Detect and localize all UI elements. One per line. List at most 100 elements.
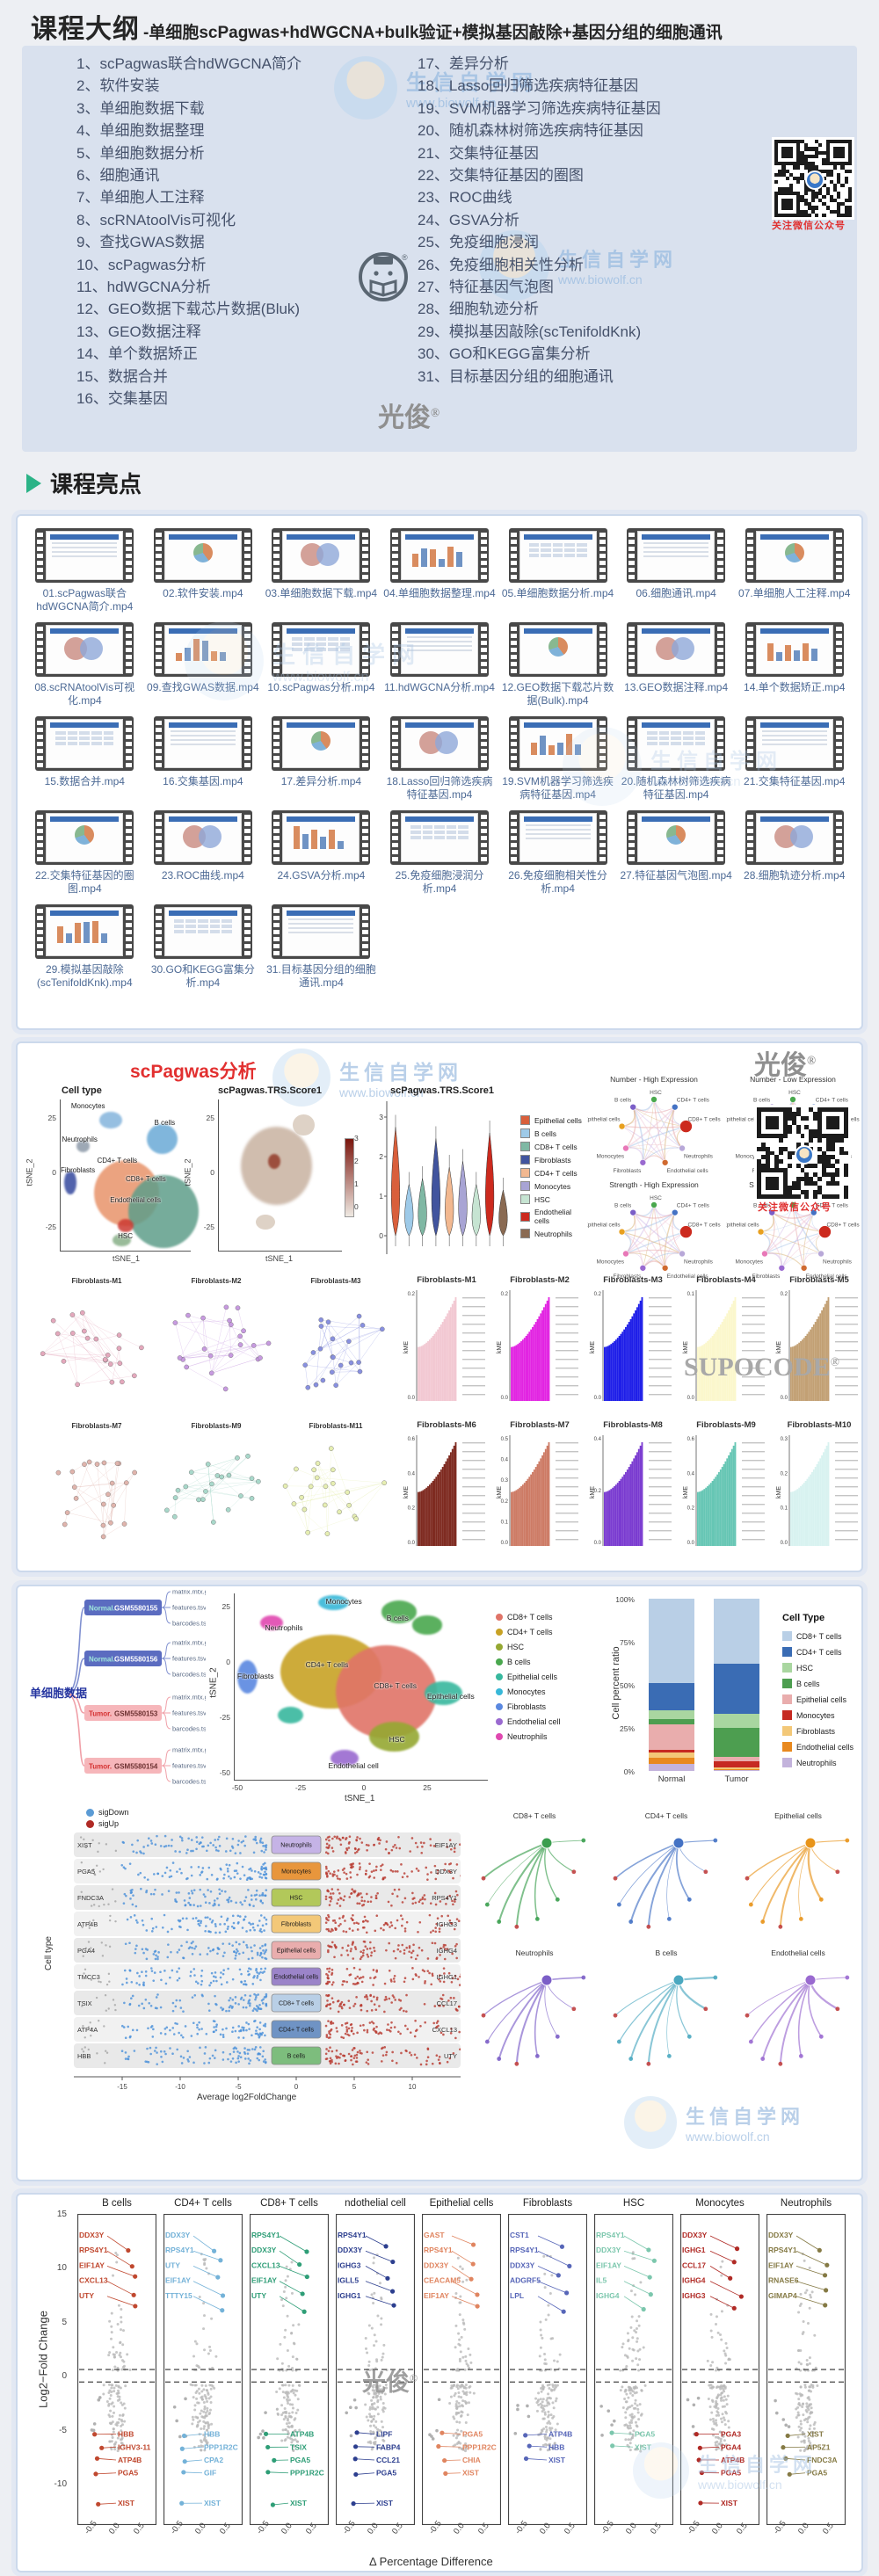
video-item[interactable]: 18.Lasso回归筛选疾病特征基因.mp4 — [383, 716, 497, 802]
y-tick: 0 — [210, 1168, 214, 1177]
reader-logo-icon: ® — [359, 252, 408, 301]
video-thumbnail[interactable] — [745, 810, 844, 865]
gene-label: ATP4B — [548, 2430, 572, 2439]
video-item[interactable]: 12.GEO数据下载芯片数据(Bulk).mp4 — [501, 622, 614, 707]
kme-tick: 0.0 — [781, 1396, 788, 1401]
video-thumbnail[interactable] — [389, 810, 489, 865]
kme-axis-label: kME — [497, 1341, 503, 1353]
video-thumbnail[interactable] — [35, 810, 134, 865]
video-item[interactable]: 06.细胞通讯.mp4 — [620, 528, 733, 613]
video-thumbnail[interactable] — [389, 528, 489, 583]
network-node — [757, 1228, 765, 1236]
video-thumbnail[interactable] — [272, 716, 371, 771]
network-node-label: Epithelial cells — [726, 1117, 759, 1123]
outline-item: 7、单细胞人工注释 — [76, 189, 205, 207]
video-thumbnail[interactable] — [508, 810, 607, 865]
outline-item: 25、免疫细胞浸润 — [418, 234, 539, 251]
video-thumbnail[interactable] — [35, 528, 134, 583]
tree-file-label: features.tsv.gz — [172, 1604, 206, 1612]
video-thumbnail[interactable] — [508, 622, 607, 677]
facet-title: CD4+ T cells — [174, 2198, 232, 2209]
video-item[interactable]: 26.免疫细胞相关性分析.mp4 — [501, 810, 614, 896]
video-item[interactable]: 25.免疫细胞浸润分析.mp4 — [383, 810, 497, 896]
video-item[interactable]: 23.ROC曲线.mp4 — [147, 810, 260, 896]
video-thumbnail[interactable] — [508, 528, 607, 583]
legend-swatch — [520, 1115, 530, 1125]
video-item[interactable]: 13.GEO数据注释.mp4 — [620, 622, 733, 707]
video-item[interactable]: 16.交集基因.mp4 — [147, 716, 260, 802]
video-item[interactable]: 22.交集特征基因的圈图.mp4 — [28, 810, 142, 896]
video-thumbnail[interactable] — [35, 716, 134, 771]
gene-label: EIF1AY — [424, 2291, 449, 2300]
video-item[interactable]: 27.特征基因气泡图.mp4 — [620, 810, 733, 896]
facet-plot: DDX3Y RPS4Y1 EIF1AY RNASE6 GIMAP4 XIST AP5Z1 FN… — [766, 2214, 846, 2525]
legend-label: Epithelial cells — [507, 1673, 558, 1681]
network-node — [650, 1201, 657, 1208]
kme-tick: 0.3 — [781, 1437, 788, 1442]
video-item[interactable]: 14.单个数据矫正.mp4 — [737, 622, 851, 707]
video-thumbnail[interactable] — [389, 622, 489, 677]
video-item[interactable]: 17.差异分析.mp4 — [265, 716, 378, 802]
kme-tick: 0.1 — [687, 1292, 695, 1297]
video-thumbnail[interactable] — [389, 716, 489, 771]
video-thumbnail[interactable] — [508, 716, 607, 771]
video-thumbnail[interactable] — [153, 716, 252, 771]
cluster-label: Fibroblasts — [236, 1672, 274, 1681]
module-bar-title: Fibroblasts-M3 — [603, 1275, 663, 1285]
video-thumbnail[interactable] — [272, 904, 371, 959]
video-thumbnail[interactable] — [153, 810, 252, 865]
legend-label: CD8+ T cells — [534, 1142, 578, 1151]
legend-label: Neutrophils — [796, 1758, 837, 1767]
video-thumbnail[interactable] — [745, 716, 844, 771]
video-item[interactable]: 05.单细胞数据分析.mp4 — [501, 528, 614, 613]
video-caption: 03.单细胞数据下载.mp4 — [265, 587, 378, 599]
video-item[interactable]: 20.随机森林树筛选疾病特征基因.mp4 — [620, 716, 733, 802]
network-node — [768, 1208, 776, 1216]
gene-label-left: ATP4B — [77, 1920, 98, 1928]
video-item[interactable]: 07.单细胞人工注释.mp4 — [737, 528, 851, 613]
video-item[interactable]: 08.scRNAtoolVis可视化.mp4 — [28, 622, 142, 707]
x-tick: -15 — [117, 2083, 127, 2091]
video-thumbnail[interactable] — [627, 716, 726, 771]
video-thumbnail[interactable] — [272, 810, 371, 865]
video-thumbnail[interactable] — [153, 528, 252, 583]
video-item[interactable]: 04.单细胞数据整理.mp4 — [383, 528, 497, 613]
y-tick: 1 — [379, 1192, 383, 1201]
violin-legend: Epithelial cells B cells CD8+ T cells Fibro… — [520, 1115, 585, 1238]
video-thumbnail[interactable] — [745, 528, 844, 583]
guangjun-stamp: 光俊® — [754, 1051, 817, 1080]
video-item[interactable]: 28.细胞轨迹分析.mp4 — [737, 810, 851, 896]
video-item[interactable]: 30.GO和KEGG富集分析.mp4 — [147, 904, 260, 990]
gene-label: RPS4Y1 — [251, 2231, 280, 2239]
kme-tick: 0.2 — [408, 1292, 416, 1297]
video-thumbnail[interactable] — [745, 622, 844, 677]
video-thumbnail[interactable] — [35, 904, 134, 959]
video-item[interactable]: 31.目标基因分组的细胞通讯.mp4 — [265, 904, 378, 990]
cellchat-title: CD8+ T cells — [512, 1811, 556, 1820]
legend-label: CD4+ T cells — [507, 1628, 553, 1636]
video-thumbnail[interactable] — [35, 622, 134, 677]
video-item[interactable]: 02.软件安装.mp4 — [147, 528, 260, 613]
video-item[interactable]: 10.scPagwas分析.mp4 — [265, 622, 378, 707]
video-thumbnail[interactable] — [153, 904, 252, 959]
gene-label: PPP1R2C — [290, 2469, 324, 2478]
module-bar-title: Fibroblasts-M7 — [510, 1420, 570, 1430]
video-item[interactable]: 09.查找GWAS数据.mp4 — [147, 622, 260, 707]
video-thumbnail[interactable] — [627, 622, 726, 677]
video-thumbnail[interactable] — [627, 810, 726, 865]
qr-caption: 关注微信公众号 — [772, 221, 846, 231]
video-item[interactable]: 21.交集特征基因.mp4 — [737, 716, 851, 802]
video-item[interactable]: 19.SVM机器学习筛选疾病特征基因.mp4 — [501, 716, 614, 802]
video-thumbnail[interactable] — [272, 622, 371, 677]
video-thumbnail[interactable] — [272, 528, 371, 583]
video-item[interactable]: 11.hdWGCNA分析.mp4 — [383, 622, 497, 707]
gene-label: CXCL13 — [251, 2260, 280, 2269]
video-item[interactable]: 15.数据合并.mp4 — [28, 716, 142, 802]
video-thumbnail[interactable] — [627, 528, 726, 583]
video-item[interactable]: 29.模拟基因敲除(scTenifoldKnk).mp4 — [28, 904, 142, 990]
cluster-label: Monocytes — [325, 1597, 362, 1607]
video-item[interactable]: 24.GSVA分析.mp4 — [265, 810, 378, 896]
video-thumbnail[interactable] — [153, 622, 252, 677]
video-item[interactable]: 01.scPagwas联合hdWGCNA简介.mp4 — [28, 528, 142, 613]
video-item[interactable]: 03.单细胞数据下载.mp4 — [265, 528, 378, 613]
